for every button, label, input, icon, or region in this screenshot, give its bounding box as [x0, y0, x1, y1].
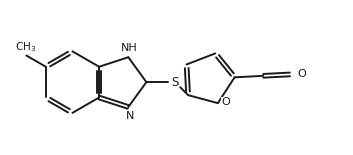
Text: S: S	[172, 76, 179, 89]
Text: O: O	[297, 69, 306, 79]
Text: NH: NH	[120, 43, 137, 53]
Text: CH$_3$: CH$_3$	[15, 41, 36, 54]
Text: N: N	[126, 111, 134, 121]
Text: O: O	[221, 97, 230, 107]
